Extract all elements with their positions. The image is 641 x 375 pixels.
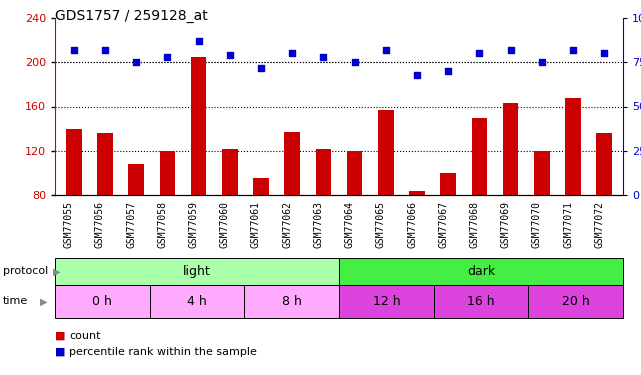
Point	[349, 59, 360, 65]
Text: GDS1757 / 259128_at: GDS1757 / 259128_at	[55, 9, 208, 23]
Bar	[55, 285, 149, 318]
Text: ▶: ▶	[53, 267, 60, 276]
Bar	[440, 173, 456, 195]
Point	[443, 68, 453, 74]
Point	[412, 72, 422, 78]
Bar	[128, 164, 144, 195]
Point	[568, 47, 578, 53]
Bar	[222, 148, 238, 195]
Bar	[253, 178, 269, 195]
Bar	[191, 57, 206, 195]
Point	[537, 59, 547, 65]
Text: percentile rank within the sample: percentile rank within the sample	[69, 347, 257, 357]
Text: 12 h: 12 h	[372, 295, 400, 308]
Bar	[597, 133, 612, 195]
Point	[224, 52, 235, 58]
Bar	[347, 151, 362, 195]
Bar	[534, 151, 550, 195]
Point	[194, 38, 204, 44]
Point	[162, 54, 172, 60]
Bar	[339, 285, 434, 318]
Bar	[55, 258, 339, 285]
Point	[599, 50, 610, 56]
Text: ▶: ▶	[40, 297, 48, 306]
Bar	[149, 285, 244, 318]
Bar	[285, 132, 300, 195]
Text: count: count	[69, 331, 101, 341]
Text: ■: ■	[55, 331, 65, 341]
Point	[100, 47, 110, 53]
Text: 0 h: 0 h	[92, 295, 112, 308]
Text: light: light	[183, 265, 211, 278]
Bar	[97, 133, 113, 195]
Bar	[160, 151, 175, 195]
Bar	[339, 258, 623, 285]
Bar	[528, 285, 623, 318]
Point	[287, 50, 297, 56]
Point	[131, 59, 141, 65]
Bar	[315, 148, 331, 195]
Point	[69, 47, 79, 53]
Bar	[503, 103, 519, 195]
Bar	[472, 118, 487, 195]
Text: ■: ■	[55, 347, 65, 357]
Point	[474, 50, 485, 56]
Point	[319, 54, 329, 60]
Point	[381, 47, 391, 53]
Text: 4 h: 4 h	[187, 295, 207, 308]
Text: 16 h: 16 h	[467, 295, 495, 308]
Text: 20 h: 20 h	[562, 295, 590, 308]
Bar	[244, 285, 339, 318]
Bar	[378, 110, 394, 195]
Point	[506, 47, 516, 53]
Text: time: time	[3, 297, 28, 306]
Text: dark: dark	[467, 265, 495, 278]
Bar	[434, 285, 528, 318]
Text: protocol: protocol	[3, 267, 49, 276]
Point	[256, 64, 266, 70]
Bar	[66, 129, 81, 195]
Bar	[409, 190, 425, 195]
Bar	[565, 98, 581, 195]
Text: 8 h: 8 h	[282, 295, 302, 308]
